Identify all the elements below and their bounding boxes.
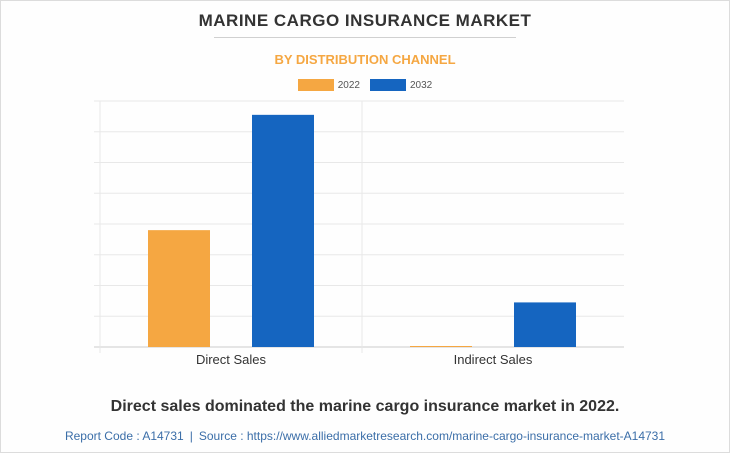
bar-direct-sales-2022[interactable] <box>148 230 210 347</box>
bar-direct-sales-2032[interactable] <box>252 114 314 348</box>
legend-label-2022: 2022 <box>337 79 360 91</box>
legend-label-2032: 2032 <box>410 79 433 91</box>
source-link[interactable]: Source : https://www.alliedmarketresearc… <box>198 429 666 443</box>
chart-legend: 2022 2032 <box>0 79 730 91</box>
chart-title: MARINE CARGO INSURANCE MARKET <box>198 11 532 30</box>
bar-indirect-sales-2022[interactable] <box>410 346 472 347</box>
chart-subtitle: BY DISTRIBUTION CHANNEL <box>274 52 456 67</box>
x-tick-label: Indirect Sales <box>454 352 533 367</box>
bars <box>148 114 576 348</box>
report-code: Report Code : A14731 <box>64 429 184 443</box>
title-divider <box>214 37 516 38</box>
legend-item-2022[interactable]: 2022 <box>297 79 360 91</box>
chart-headline: Direct sales dominated the marine cargo … <box>110 398 620 415</box>
bar-indirect-sales-2032[interactable] <box>514 302 576 347</box>
category-labels: Direct Sales Indirect Sales <box>196 352 533 367</box>
footer-source-line: Report Code : A14731 | Source : https://ww… <box>0 429 730 443</box>
legend-swatch-2022 <box>297 79 334 91</box>
legend-item-2032[interactable]: 2032 <box>370 79 432 91</box>
footer-separator: | <box>189 429 193 443</box>
x-tick-label: Direct Sales <box>196 352 267 367</box>
legend-swatch-2032 <box>370 79 406 91</box>
